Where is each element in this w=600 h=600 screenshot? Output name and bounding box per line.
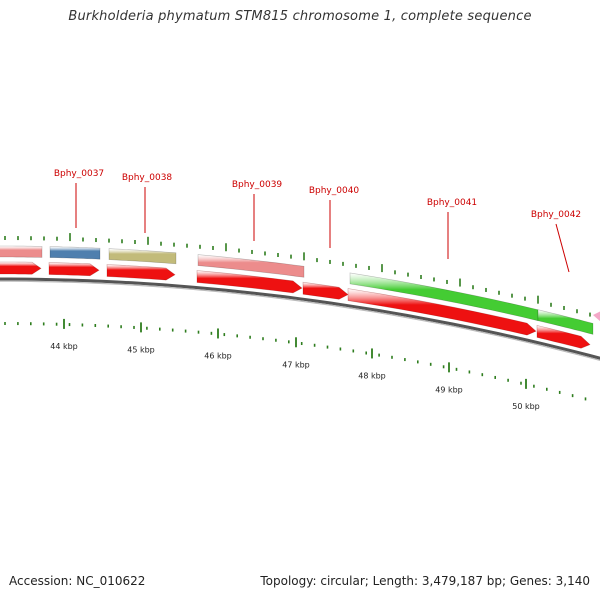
gene-bar-pink-0039 xyxy=(197,254,305,278)
gene-bar-pink-0036 xyxy=(0,245,43,258)
backbone-shadow xyxy=(0,280,600,362)
cds-arrow-0038 xyxy=(106,264,176,281)
gene-label: Bphy_0038 xyxy=(122,173,173,183)
scale-label: 50 kbp xyxy=(512,402,540,411)
gene-label: Bphy_0040 xyxy=(309,186,360,196)
scale-label: 49 kbp xyxy=(435,385,463,394)
gene-label: Bphy_0039 xyxy=(232,180,283,190)
gene-label: Bphy_0042 xyxy=(531,210,581,220)
scale-label: 44 kbp xyxy=(50,342,78,351)
gene-bar-olive-0038 xyxy=(108,248,177,265)
cds-arrow-0036 xyxy=(0,261,42,275)
cds-arrow-0037 xyxy=(48,262,100,277)
cds-arrow-0042 xyxy=(536,325,591,349)
cds-arrow-0039 xyxy=(196,270,303,294)
gene-bar-green-0042 xyxy=(537,309,594,335)
cds-arrow-0040 xyxy=(302,281,349,300)
cds-arrow-next-partial xyxy=(593,311,600,322)
gene-label-leader xyxy=(555,223,570,273)
gene-label: Bphy_0037 xyxy=(54,169,104,179)
accession-text: Accession: NC_010622 xyxy=(9,574,146,588)
cds-arrow-0041 xyxy=(347,288,537,336)
scale-label: 47 kbp xyxy=(282,360,310,369)
scale-label: 45 kbp xyxy=(127,345,155,354)
genome-summary-text: Topology: circular; Length: 3,479,187 bp… xyxy=(260,574,590,588)
map-title: Burkholderia phymatum STM815 chromosome … xyxy=(68,9,532,24)
gene-label: Bphy_0041 xyxy=(427,198,477,208)
scale-label: 46 kbp xyxy=(204,351,232,360)
backbone-line xyxy=(0,277,600,360)
gene-bar-blue-0037 xyxy=(49,246,101,260)
scale-label: 48 kbp xyxy=(358,371,386,380)
